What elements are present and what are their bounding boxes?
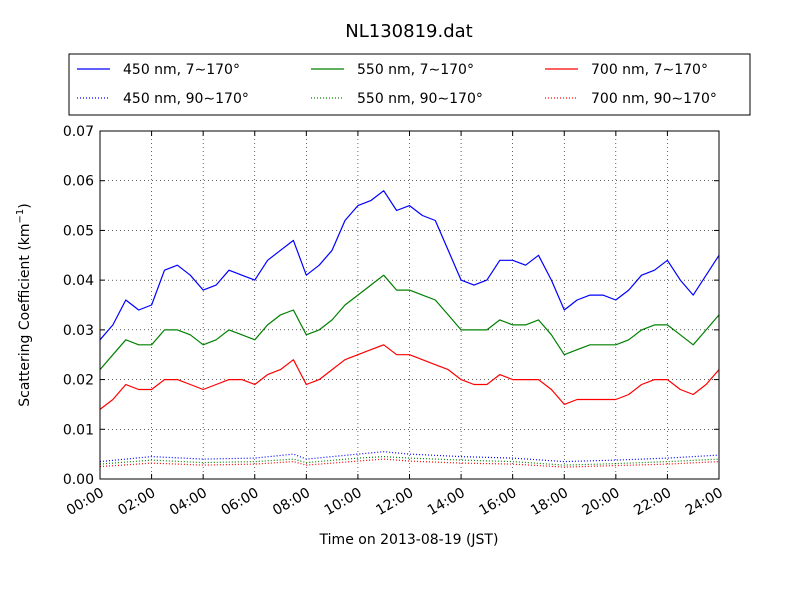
series-line-3 [99, 456, 720, 466]
legend-entry-label: 450 nm, 7∼170° [123, 62, 240, 78]
y-tick-label: 0.03 [63, 323, 94, 339]
x-tick-label: 24:00 [683, 485, 726, 519]
series-line-2 [99, 274, 720, 370]
y-tick-label: 0.06 [63, 174, 94, 190]
x-tick-label: 10:00 [322, 485, 365, 519]
y-tick-label: 0.04 [63, 273, 94, 289]
series-line-0 [99, 190, 720, 341]
x-tick-label: 16:00 [477, 485, 520, 519]
y-tick-label: 0.02 [63, 373, 94, 389]
legend-entry-label: 550 nm, 90∼170° [357, 91, 483, 107]
series-line-1 [99, 451, 720, 463]
x-tick-label: 18:00 [528, 485, 571, 519]
plot-area [100, 131, 719, 479]
x-tick-label: 08:00 [270, 485, 313, 519]
series-line-4 [99, 344, 720, 410]
y-tick-label: 0.05 [63, 223, 94, 239]
x-tick-label: 04:00 [167, 485, 210, 519]
x-tick-label: 00:00 [64, 485, 107, 519]
y-tick-label: 0.00 [63, 472, 94, 488]
y-axis-label-main: Scattering Coefficient (km [17, 223, 33, 406]
legend: 450 nm, 7∼170° 550 nm, 7∼170° 700 nm, 7∼17… [68, 53, 751, 116]
x-tick-label: 22:00 [631, 485, 674, 519]
legend-entry-label: 700 nm, 90∼170° [591, 91, 717, 107]
x-tick-label: 14:00 [425, 485, 468, 519]
legend-entry-label: 550 nm, 7∼170° [357, 62, 474, 78]
y-axis-label: Scattering Coefficient (km−1) [15, 203, 33, 407]
legend-entry-label: 450 nm, 90∼170° [123, 91, 249, 107]
y-axis: 0.00 0.01 0.02 0.03 0.04 0.05 0.06 0.07 [63, 124, 719, 488]
y-tick-label: 0.07 [63, 124, 94, 140]
y-axis-label-close: ) [17, 203, 33, 208]
y-tick-label: 0.01 [63, 422, 94, 438]
series-line-5 [99, 458, 720, 468]
x-tick-label: 06:00 [219, 485, 262, 519]
x-axis-label: Time on 2013-08-19 (JST) [319, 532, 499, 548]
y-axis-label-sup: −1 [15, 209, 26, 224]
series-group [99, 190, 720, 468]
legend-frame [68, 53, 751, 116]
chart-title: NL130819.dat [345, 21, 472, 42]
x-tick-label: 02:00 [115, 485, 158, 519]
legend-entry-label: 700 nm, 7∼170° [591, 62, 708, 78]
x-tick-label: 12:00 [373, 485, 416, 519]
x-tick-label: 20:00 [580, 485, 623, 519]
